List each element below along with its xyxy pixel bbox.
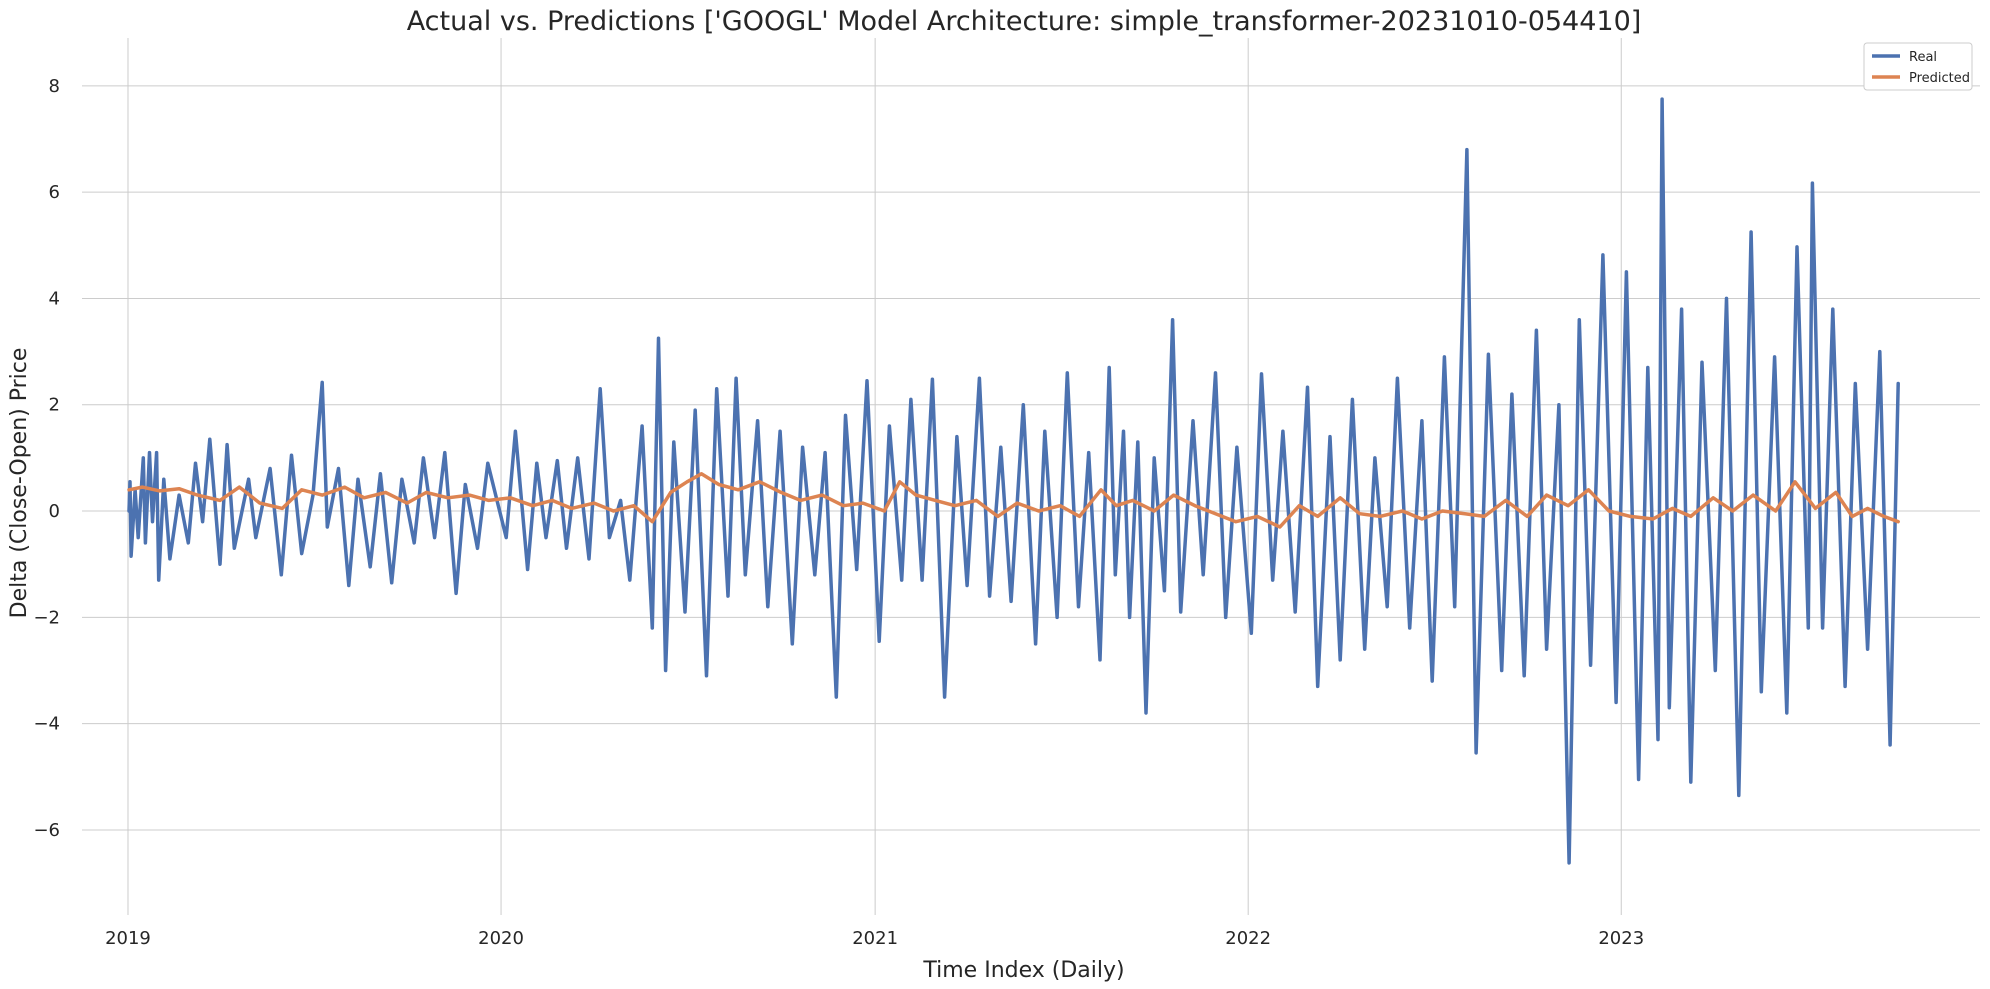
series-line-real bbox=[127, 97, 1900, 865]
x-tick-label: 2023 bbox=[1598, 928, 1644, 949]
x-tick-label: 2019 bbox=[105, 928, 151, 949]
y-axis-label: Delta (Close-Open) Price bbox=[7, 348, 32, 619]
legend-label-predicted: Predicted bbox=[1909, 71, 1970, 86]
series-lines bbox=[127, 97, 1900, 865]
series-line-predicted bbox=[127, 472, 1900, 529]
legend: Real Predicted bbox=[1863, 42, 1973, 91]
x-tick-label: 2020 bbox=[478, 928, 524, 949]
legend-label-real: Real bbox=[1909, 50, 1937, 65]
y-tick-label: −6 bbox=[33, 820, 60, 841]
y-tick-label: 4 bbox=[49, 288, 60, 309]
x-axis-label: Time Index (Daily) bbox=[922, 958, 1124, 983]
y-tick-label: −4 bbox=[33, 714, 60, 735]
grid-lines bbox=[82, 38, 1980, 915]
y-tick-labels: −6 −4 −2 0 2 4 6 8 bbox=[33, 76, 60, 841]
y-tick-label: −2 bbox=[33, 607, 60, 628]
x-tick-label: 2021 bbox=[852, 928, 898, 949]
y-tick-label: 2 bbox=[49, 395, 60, 416]
chart-title: Actual vs. Predictions ['GOOGL' Model Ar… bbox=[407, 6, 1642, 37]
y-tick-label: 6 bbox=[49, 182, 60, 203]
y-tick-label: 0 bbox=[49, 501, 60, 522]
x-tick-labels: 2019 2020 2021 2022 2023 bbox=[105, 928, 1644, 949]
x-tick-label: 2022 bbox=[1225, 928, 1271, 949]
y-tick-label: 8 bbox=[49, 76, 60, 97]
